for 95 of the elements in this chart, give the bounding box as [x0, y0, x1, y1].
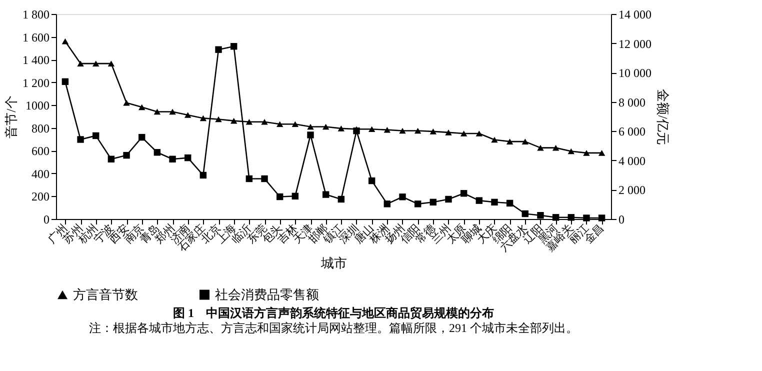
point	[169, 108, 176, 115]
point	[77, 60, 84, 66]
point	[399, 128, 406, 134]
point	[476, 197, 483, 204]
y-tick-label: 0	[44, 212, 50, 226]
point	[154, 108, 161, 115]
y2-tick-label: 2 000	[618, 183, 646, 198]
point	[537, 144, 544, 151]
point	[338, 126, 345, 132]
y2-tick-label: 10 000	[618, 66, 652, 80]
point	[123, 152, 130, 159]
point	[62, 78, 69, 86]
point	[200, 172, 207, 179]
x-axis-title: 城市	[320, 255, 347, 270]
y2-tick-label: 0	[618, 212, 624, 226]
text: 注：根据各城市地方志、方言志和国家统计局网站整理。篇幅所限，291 个城市未全部列出。	[89, 321, 578, 335]
point	[568, 148, 574, 154]
y-tick-label: 600	[32, 144, 50, 158]
point	[384, 126, 391, 133]
point	[430, 128, 437, 134]
point	[138, 104, 146, 110]
point	[230, 43, 238, 50]
y2-tick-label: 4 000	[618, 154, 646, 168]
point	[292, 121, 299, 128]
legend-label: 方言音节数	[73, 286, 138, 302]
point	[292, 192, 299, 200]
point	[430, 198, 437, 206]
point	[552, 214, 560, 221]
point	[77, 136, 84, 143]
y2-tick-label: 8 000	[618, 95, 646, 110]
point	[537, 212, 544, 219]
y2-tick-label: 12 000	[618, 36, 652, 51]
point	[246, 118, 253, 125]
legend-label: 社会消费品零售额	[215, 286, 319, 302]
point	[445, 196, 452, 203]
y-tick-label: 800	[32, 121, 50, 136]
y-axis-title: 音节/个	[4, 96, 18, 138]
point	[476, 130, 483, 136]
y-tick-label: 1 600	[22, 30, 50, 44]
point	[123, 100, 130, 106]
point	[460, 130, 468, 136]
point	[276, 121, 284, 128]
point	[276, 193, 284, 200]
y2-tick-label: 14 000	[618, 8, 652, 22]
point	[92, 132, 100, 140]
y-tick-label: 1 400	[22, 53, 50, 68]
y-tick-label: 400	[32, 166, 50, 181]
point	[583, 150, 590, 156]
point	[200, 115, 207, 122]
point	[184, 154, 192, 162]
point	[583, 214, 590, 222]
point	[307, 132, 314, 138]
point	[598, 214, 606, 222]
y2-tick-label: 6 000	[618, 124, 646, 139]
point	[338, 196, 345, 203]
point	[62, 38, 69, 44]
y2-axis-title: 金额/亿元	[656, 89, 670, 145]
y-tick-label: 1000	[26, 98, 50, 113]
y-tick-label: 1 200	[22, 76, 50, 90]
point	[246, 175, 253, 182]
point	[414, 200, 422, 208]
point	[108, 156, 115, 162]
point	[568, 214, 574, 221]
point	[522, 138, 528, 144]
point	[414, 128, 422, 134]
point	[491, 136, 498, 143]
point	[138, 134, 146, 141]
point	[322, 191, 330, 198]
text: 图 1 中国汉语方言声韵系统特征与地区商品贸易规模的分布	[173, 306, 494, 320]
point	[384, 200, 391, 208]
point	[506, 200, 514, 207]
point	[230, 118, 238, 124]
point	[261, 175, 268, 182]
point	[368, 126, 376, 132]
point	[307, 124, 314, 130]
point	[215, 116, 222, 122]
point	[368, 177, 376, 184]
point	[552, 144, 560, 151]
point	[215, 46, 222, 53]
point	[506, 138, 514, 144]
point	[184, 112, 192, 118]
point	[108, 60, 115, 66]
point	[169, 156, 176, 162]
point	[522, 210, 528, 218]
point	[261, 118, 268, 125]
point	[598, 150, 606, 156]
point	[92, 60, 100, 66]
y-tick-label: 200	[32, 190, 50, 204]
point	[491, 198, 498, 206]
point	[322, 124, 330, 130]
point	[399, 194, 406, 200]
point	[460, 190, 468, 197]
y-tick-label: 1 800	[22, 8, 50, 22]
point	[445, 130, 452, 136]
point	[154, 149, 161, 156]
